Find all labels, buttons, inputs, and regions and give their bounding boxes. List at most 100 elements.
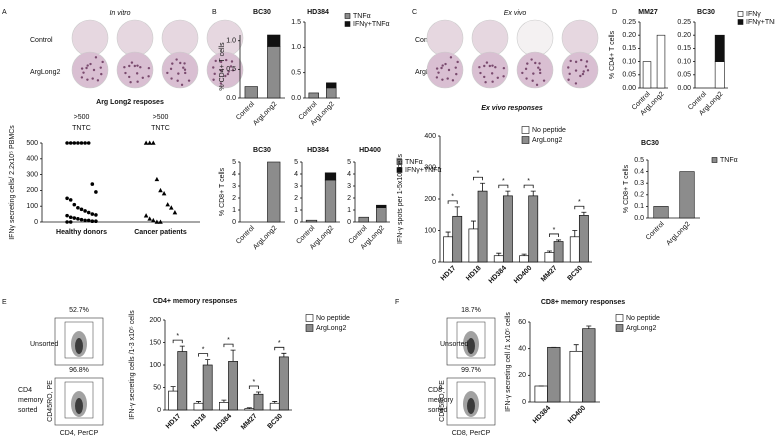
error-bar	[272, 401, 278, 404]
y-tick-label: 1	[232, 207, 236, 214]
bar-segment	[358, 216, 369, 223]
x-tick-label: HD18	[465, 265, 483, 283]
well-spot	[451, 79, 455, 82]
well-spot	[483, 64, 486, 68]
well-spot	[224, 74, 227, 78]
y-tick-label: 0.5	[634, 157, 644, 164]
bar	[528, 195, 539, 263]
well-spot	[94, 56, 98, 59]
bar-segment	[244, 86, 258, 99]
bar-segment	[653, 206, 669, 219]
bar-segment	[714, 34, 725, 62]
x-tick-label: MM27	[240, 413, 259, 432]
error-bar	[480, 182, 486, 192]
error-bar	[445, 231, 451, 237]
bar	[578, 215, 589, 263]
well-spot	[581, 72, 585, 76]
row-label: ArgLong2	[30, 69, 60, 76]
well-spot	[135, 72, 139, 75]
well-spot	[171, 62, 174, 65]
significance: *	[253, 379, 256, 386]
significance-bracket	[473, 176, 483, 181]
well-spot	[494, 66, 497, 69]
well-spot	[212, 66, 215, 69]
y-tick-label: 0.5	[291, 70, 301, 77]
well-spot	[535, 83, 539, 87]
point	[165, 202, 170, 207]
point	[158, 219, 163, 224]
y-tick-label: 3	[232, 183, 236, 190]
well-spot	[101, 60, 104, 64]
y-axis-label: IFNγ secreting cells/ 2.2x10⁵ PBMCs	[9, 125, 16, 240]
y-tick-label: 1	[347, 207, 351, 214]
y-tick-label: 0	[347, 219, 351, 226]
point	[72, 141, 77, 145]
x-tick-label: ArgLong2	[252, 225, 278, 251]
well-spot	[92, 68, 96, 72]
significance-bracket	[274, 346, 285, 351]
well-spot	[455, 72, 458, 76]
well-spot	[229, 65, 233, 68]
chart-title: CD8+ memory responses	[541, 299, 625, 306]
well-spot	[183, 62, 186, 65]
row-label: Control	[30, 37, 53, 44]
well	[561, 19, 599, 57]
y-tick-label: 1.5	[291, 19, 301, 26]
y-tick-label: 0.00	[677, 85, 691, 92]
well-spot	[488, 64, 492, 68]
well-spot	[530, 58, 533, 61]
error-bar	[546, 250, 552, 253]
error-bar	[505, 190, 511, 196]
bar	[519, 255, 530, 263]
point	[143, 213, 149, 218]
significance-bracket	[248, 385, 259, 389]
y-tick-label: 5	[347, 159, 351, 166]
bar	[202, 364, 213, 411]
y-tick-label: 1.0	[226, 38, 236, 45]
well	[161, 51, 199, 89]
y-tick-label: 0.0	[226, 95, 236, 102]
well	[516, 51, 554, 89]
y-tick-label: 4	[232, 171, 236, 178]
x-tick-label: ArgLong2	[665, 221, 691, 247]
well-spot	[484, 81, 487, 84]
row-label: CD8	[428, 387, 442, 394]
well-spot	[139, 66, 142, 69]
error-bar	[179, 345, 185, 352]
x-tick-label: Control	[235, 100, 256, 121]
y-tick-label: 200	[424, 196, 436, 203]
legend-label: No peptide	[316, 315, 350, 322]
flow-y-label: CD45RO, PE	[47, 380, 54, 422]
y-tick-label: 0.10	[677, 58, 691, 65]
point	[161, 191, 167, 196]
point	[68, 198, 73, 202]
well-spot	[574, 69, 578, 72]
panel-label: F	[395, 299, 399, 306]
well-spot	[99, 66, 102, 69]
panel-label: B	[212, 9, 217, 16]
x-tick-label: Cancer patients	[134, 229, 187, 236]
well-spot	[136, 64, 139, 67]
bar	[477, 190, 488, 263]
point	[143, 140, 149, 145]
gate-percent: 52.7%	[69, 307, 89, 314]
y-tick-label: 0.20	[622, 32, 636, 39]
bar	[193, 402, 204, 411]
well-spot	[225, 58, 228, 62]
bar	[269, 402, 280, 411]
well-spot	[128, 64, 131, 68]
well-spot	[485, 61, 489, 64]
well-spot	[130, 61, 134, 64]
error-bar	[530, 190, 536, 196]
well-spot	[230, 60, 234, 63]
flow-gate	[456, 381, 486, 419]
y-tick-label: 400	[424, 133, 436, 140]
point	[79, 217, 84, 222]
legend-swatch	[737, 11, 744, 17]
y-axis-label: % CD8+ T cells	[623, 164, 630, 213]
annotation: >500	[153, 114, 169, 121]
bar-segment	[305, 219, 318, 223]
chart-title: HD384	[307, 147, 329, 154]
well-spot	[446, 77, 449, 80]
well-spot	[574, 82, 578, 85]
